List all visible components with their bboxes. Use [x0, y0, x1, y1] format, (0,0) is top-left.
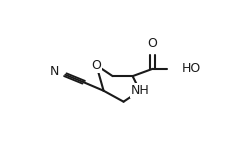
Text: O: O	[91, 59, 101, 72]
Text: HO: HO	[182, 62, 201, 75]
Text: N: N	[50, 65, 59, 78]
Text: O: O	[148, 37, 157, 50]
Text: NH: NH	[131, 84, 149, 97]
